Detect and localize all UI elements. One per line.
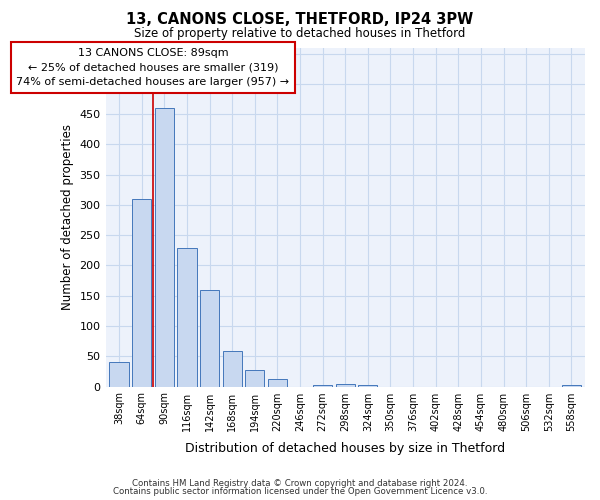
Bar (132, 199, 151, 386)
Bar (155, 108, 174, 386)
Bar (223, 352, 242, 386)
Bar (335, 384, 355, 386)
Text: Size of property relative to detached houses in Thetford: Size of property relative to detached ho… (134, 28, 466, 40)
Y-axis label: Number of detached properties: Number of detached properties (61, 124, 74, 310)
Text: 13 CANONS CLOSE: 89sqm
← 25% of detached houses are smaller (319)
74% of semi-de: 13 CANONS CLOSE: 89sqm ← 25% of detached… (16, 48, 290, 88)
Text: 13, CANONS CLOSE, THETFORD, IP24 3PW: 13, CANONS CLOSE, THETFORD, IP24 3PW (127, 12, 473, 28)
Bar (109, 362, 128, 386)
Bar (268, 380, 287, 386)
Bar (245, 370, 265, 386)
X-axis label: Distribution of detached houses by size in Thetford: Distribution of detached houses by size … (185, 442, 505, 455)
Text: Contains HM Land Registry data © Crown copyright and database right 2024.: Contains HM Land Registry data © Crown c… (132, 478, 468, 488)
Bar (200, 290, 219, 386)
Bar (178, 248, 197, 386)
Text: Contains public sector information licensed under the Open Government Licence v3: Contains public sector information licen… (113, 487, 487, 496)
